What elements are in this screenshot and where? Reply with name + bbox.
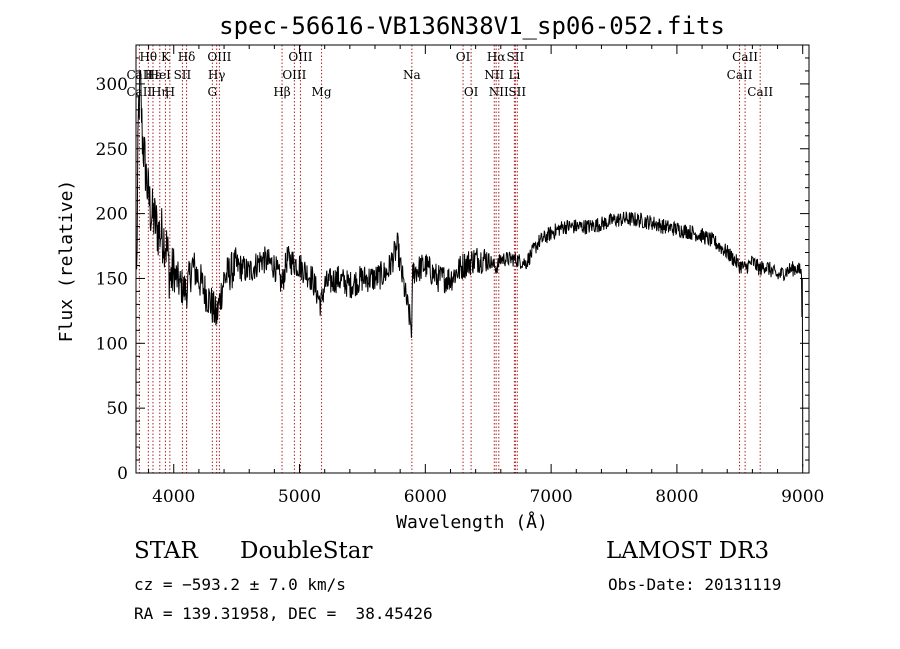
y-axis-ticks: 0 50 100 150 200 250 300 bbox=[96, 57, 809, 484]
x-axis-ticks: 4000 5000 6000 7000 8000 9000 bbox=[148, 45, 824, 507]
y-tick-label: 50 bbox=[106, 399, 128, 419]
line-marker-label: SII bbox=[508, 85, 526, 99]
x-tick-label: 8000 bbox=[655, 487, 698, 507]
line-marker-label: Hη bbox=[151, 85, 169, 99]
line-marker-label: CaII bbox=[747, 85, 773, 99]
line-marker-label: Hγ bbox=[208, 68, 226, 82]
object-class: STAR bbox=[134, 538, 198, 564]
y-axis-label: Flux (relative) bbox=[56, 180, 77, 343]
line-marker-label: OIII bbox=[282, 68, 306, 82]
y-tick-label: 250 bbox=[96, 140, 128, 160]
spectral-line-markers bbox=[138, 45, 761, 473]
line-marker-label: SII bbox=[507, 50, 525, 64]
line-marker-label: NII bbox=[489, 85, 509, 99]
y-tick-label: 300 bbox=[96, 75, 128, 95]
line-marker-label: Hδ bbox=[178, 50, 196, 64]
y-tick-label: 100 bbox=[96, 334, 128, 354]
observation-date: Obs-Date: 20131119 bbox=[608, 575, 782, 594]
x-tick-label: 6000 bbox=[404, 487, 447, 507]
coordinates: RA = 139.31958, DEC = 38.45426 bbox=[134, 604, 433, 623]
line-marker-label: NII bbox=[484, 68, 504, 82]
survey-name: LAMOST DR3 bbox=[606, 538, 770, 564]
y-tick-label: 200 bbox=[96, 205, 128, 225]
x-tick-label: 4000 bbox=[152, 487, 195, 507]
x-tick-label: 7000 bbox=[529, 487, 572, 507]
line-marker-label: OIII bbox=[207, 50, 231, 64]
line-marker-label: G bbox=[208, 85, 218, 99]
x-axis-label: Wavelength (Å) bbox=[396, 511, 548, 533]
x-tick-label: 5000 bbox=[278, 487, 321, 507]
line-marker-label: Hβ bbox=[273, 85, 290, 99]
line-marker-label: HeI bbox=[149, 68, 172, 82]
chart-title: spec-56616-VB136N38V1_sp06-052.fits bbox=[219, 12, 725, 40]
line-marker-label: SII bbox=[174, 68, 192, 82]
line-marker-label: Hα bbox=[487, 50, 506, 64]
x-tick-label: 9000 bbox=[781, 487, 824, 507]
line-marker-label: Na bbox=[403, 68, 421, 82]
y-tick-label: 0 bbox=[117, 464, 128, 484]
spectral-line-labels: Hθ CaII CaII Hε Hη K HeI H Hδ SII OIII Hγ G OIII OIII H… bbox=[126, 50, 773, 99]
spectrum-line bbox=[136, 69, 804, 467]
line-marker-label: H bbox=[165, 85, 175, 99]
line-marker-label: OI bbox=[464, 85, 479, 99]
line-marker-label: Mg bbox=[312, 85, 332, 99]
line-marker-label: CaII bbox=[732, 50, 758, 64]
line-marker-label: Hε bbox=[145, 68, 162, 82]
line-marker-label: OIII bbox=[288, 50, 312, 64]
line-marker-label: OI bbox=[456, 50, 471, 64]
line-marker-label: Li bbox=[508, 68, 520, 82]
line-marker-label: K bbox=[161, 50, 171, 64]
line-marker-label: CaII bbox=[727, 68, 753, 82]
redshift-value: cz = −593.2 ± 7.0 km/s bbox=[134, 575, 346, 594]
object-subclass: DoubleStar bbox=[240, 538, 373, 564]
y-tick-label: 150 bbox=[96, 269, 128, 289]
plot-frame bbox=[135, 44, 810, 474]
line-marker-label: Hθ bbox=[139, 50, 157, 64]
